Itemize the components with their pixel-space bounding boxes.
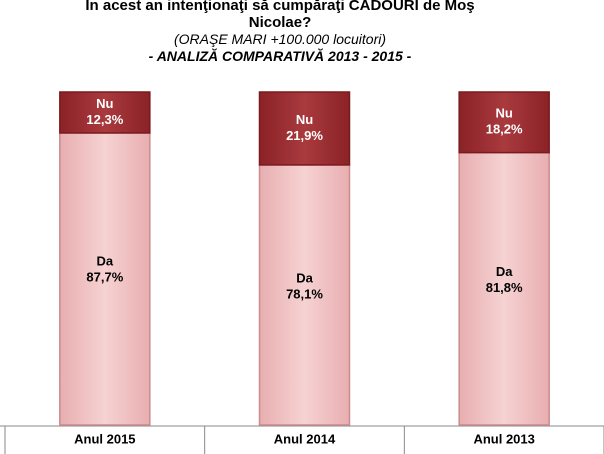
segment-label-value: 78,1% xyxy=(286,287,323,302)
x-tick-label: Anul 2015 xyxy=(74,431,135,446)
annotation: - ANALIZĂ COMPARATIVĂ 2013 - 2015 - xyxy=(148,48,412,64)
segment-label-value: 81,8% xyxy=(486,280,523,295)
segment-label-name: Nu xyxy=(495,106,512,121)
segment-label-name: Nu xyxy=(96,96,113,111)
segment-label-name: Nu xyxy=(296,112,313,127)
x-tick-label: Anul 2013 xyxy=(473,431,534,446)
bar-segment xyxy=(458,151,550,426)
segment-label-name: Da xyxy=(97,254,114,269)
x-tick-label: Anul 2014 xyxy=(274,431,336,446)
chart-title: În acest an intenţionaţi să cumpăraţi CA… xyxy=(85,0,475,31)
segment-label-name: Da xyxy=(496,264,513,279)
chart-subtitle: (ORAŞE MARI +100.000 locuitori) xyxy=(173,31,387,47)
segment-label-value: 18,2% xyxy=(486,122,523,137)
segment-label-value: 12,3% xyxy=(86,112,123,127)
header: În acest an intenţionaţi să cumpăraţi CA… xyxy=(60,0,500,65)
bar-segment xyxy=(258,91,351,166)
bar-segment xyxy=(258,164,351,426)
bar-segment xyxy=(59,132,151,426)
segment-label-value: 87,7% xyxy=(86,270,123,285)
bar-segment xyxy=(458,91,550,154)
segment-label-value: 21,9% xyxy=(286,128,323,143)
segment-label-name: Da xyxy=(296,271,313,286)
bar-segment xyxy=(59,91,151,134)
